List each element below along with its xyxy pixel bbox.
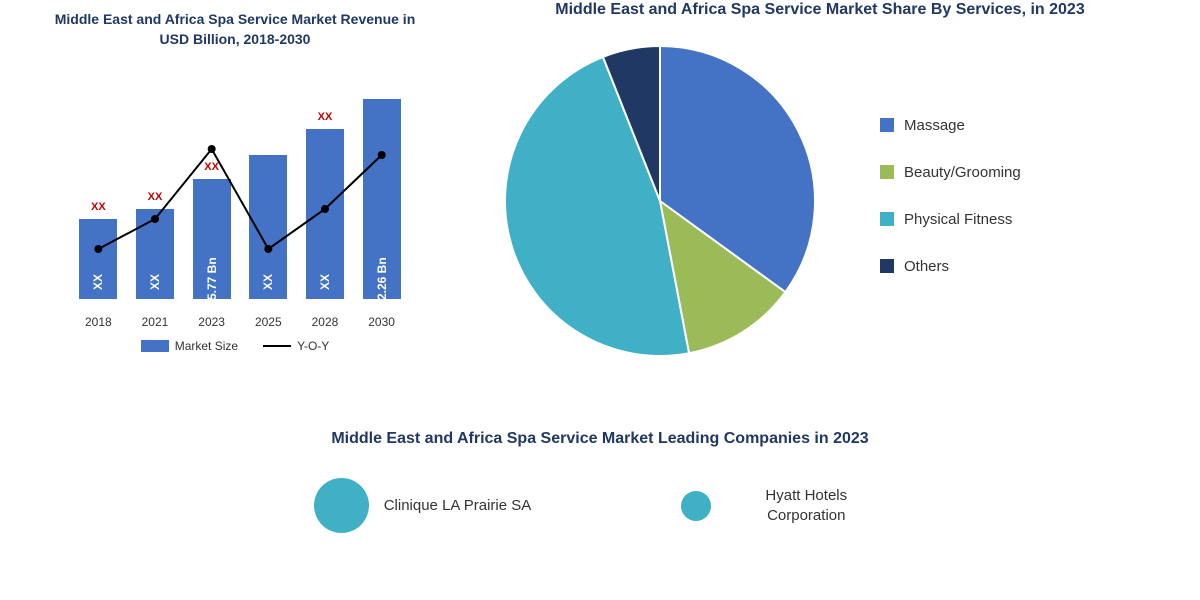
companies-title: Middle East and Africa Spa Service Marke… [0, 430, 1200, 448]
pie-legend-item: Massage [880, 117, 1021, 134]
infographic-container: Middle East and Africa Spa Service Marke… [0, 0, 1200, 600]
company-item: Hyatt Hotels Corporation [681, 478, 886, 533]
x-axis-label: 2030 [363, 315, 401, 329]
bars-group: XXXXXXXX25.77 BnXXXXXXXX62.26 Bn [70, 99, 410, 299]
legend-yoy: Y-O-Y [263, 339, 329, 353]
legend-market-size-label: Market Size [175, 339, 238, 353]
bar-inner-label: XX [261, 274, 275, 290]
pie-legend-label: Massage [904, 117, 965, 134]
bar: 62.26 Bn [363, 99, 401, 299]
companies-section: Middle East and Africa Spa Service Marke… [0, 430, 1200, 533]
pie-legend-item: Others [880, 258, 1021, 275]
x-axis-label: 2021 [136, 315, 174, 329]
pie-legend-item: Beauty/Grooming [880, 164, 1021, 181]
x-axis-label: 2023 [193, 315, 231, 329]
pie-legend-label: Physical Fitness [904, 211, 1012, 228]
bar-top-label: XX [148, 191, 163, 203]
pie-swatch [880, 259, 894, 273]
company-name: Clinique LA Prairie SA [384, 496, 532, 516]
bar: XX [249, 155, 287, 299]
bar-chart-legend: Market Size Y-O-Y [50, 339, 420, 353]
pie-swatch [880, 212, 894, 226]
bar-top-label: XX [91, 201, 106, 213]
bar-chart-section: Middle East and Africa Spa Service Marke… [50, 10, 420, 353]
bar: XXXX [306, 129, 344, 299]
x-axis-labels: 2018 2021 2023 2025 2028 2030 [70, 315, 410, 329]
pie-legend-label: Others [904, 258, 949, 275]
pie-content: Massage Beauty/Grooming Physical Fitness Ot… [460, 36, 1180, 356]
company-bubble [314, 478, 369, 533]
bar: XXXX [79, 219, 117, 299]
bar-inner-label: XX [91, 274, 105, 290]
company-bubble [681, 491, 711, 521]
x-axis-label: 2018 [79, 315, 117, 329]
bar: XXXX [136, 209, 174, 299]
company-item: Clinique LA Prairie SA [314, 478, 532, 533]
pie-legend-item: Physical Fitness [880, 211, 1021, 228]
company-name: Hyatt Hotels Corporation [726, 486, 886, 525]
bar-top-label: XX [318, 111, 333, 123]
legend-market-size: Market Size [141, 339, 238, 353]
market-size-swatch [141, 340, 169, 352]
bar-inner-label: XX [318, 274, 332, 290]
yoy-swatch [263, 345, 291, 347]
legend-yoy-label: Y-O-Y [297, 339, 329, 353]
pie-chart-title: Middle East and Africa Spa Service Marke… [460, 0, 1180, 21]
bar-chart: XXXXXXXX25.77 BnXXXXXXXX62.26 Bn 2018202… [70, 69, 410, 329]
pie-chart [460, 36, 860, 356]
companies-list: Clinique LA Prairie SA Hyatt Hotels Corpo… [0, 478, 1200, 533]
bar-inner-label: XX [148, 274, 162, 290]
x-axis-label: 2028 [306, 315, 344, 329]
pie-swatch [880, 165, 894, 179]
bar: 25.77 BnXX [193, 179, 231, 299]
x-axis-label: 2025 [249, 315, 287, 329]
bar-top-label: XX [204, 161, 219, 173]
pie-legend-label: Beauty/Grooming [904, 164, 1021, 181]
pie-legend: Massage Beauty/Grooming Physical Fitness Ot… [880, 117, 1021, 275]
bar-inner-label: 62.26 Bn [375, 258, 389, 307]
bar-inner-label: 25.77 Bn [205, 258, 219, 307]
bar-chart-title: Middle East and Africa Spa Service Marke… [50, 10, 420, 49]
pie-swatch [880, 118, 894, 132]
pie-chart-section: Middle East and Africa Spa Service Marke… [460, 0, 1180, 356]
